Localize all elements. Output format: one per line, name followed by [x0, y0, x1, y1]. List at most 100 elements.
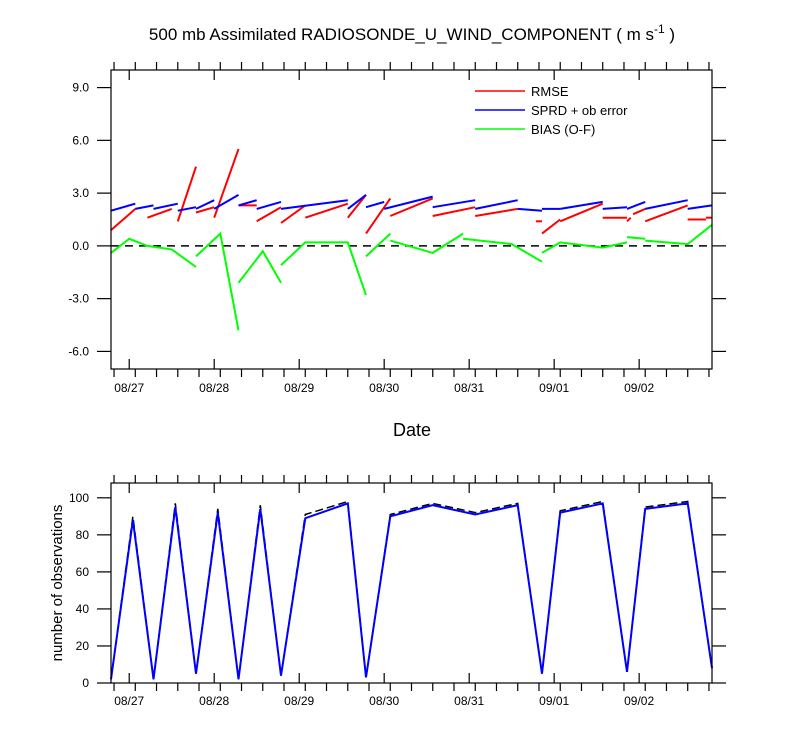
- series-line: [474, 199, 518, 210]
- c1-x-tick-label: 09/02: [624, 694, 654, 708]
- c0-x-tick-label: 08/29: [284, 381, 314, 395]
- bottom-chart: 08/27 08/28 08/29 08/30 08/31 09/01 09/02 0 20 40…: [49, 475, 726, 708]
- c1-y-tick-label: 100: [69, 491, 89, 505]
- chart-title: 500 mb Assimilated RADIOSONDE_U_WIND_COM…: [149, 22, 675, 44]
- legend-label: SPRD + ob error: [531, 103, 628, 118]
- series-line: [390, 232, 464, 254]
- series-line: [177, 206, 197, 212]
- series-line: [347, 194, 367, 219]
- series-line: [280, 241, 367, 296]
- c1-y-tick-label: 60: [76, 565, 90, 579]
- c1-x-tick-label: 08/28: [199, 694, 229, 708]
- series-line: [644, 199, 688, 210]
- top-chart: 08/27 08/28 08/29 08/30 08/31 09/01 09/02 9.0 6.…: [68, 62, 726, 440]
- series-line: [626, 200, 646, 210]
- series-line: [147, 207, 173, 219]
- legend: RMSE SPRD + ob error BIAS (O-F): [475, 84, 628, 137]
- chart-title-main: 500 mb Assimilated RADIOSONDE_U_WIND_COM…: [149, 25, 654, 44]
- series-line: [110, 237, 197, 268]
- series-line: [365, 200, 385, 209]
- series-line: [632, 207, 646, 216]
- c0-y-tick-label: -3.0: [68, 292, 89, 306]
- series-sprd-ob-error: [110, 194, 713, 212]
- series-line: [383, 195, 433, 210]
- c1-y-tick-label: 80: [76, 528, 90, 542]
- series-line: [517, 207, 543, 212]
- c0-y-tick-label: -6.0: [68, 344, 89, 358]
- series-line: [560, 200, 603, 210]
- c0-x-tick-label: 08/30: [369, 381, 399, 395]
- chart-title-superscript: -1: [654, 22, 665, 36]
- series-line: [110, 202, 136, 212]
- bottom-axis-ticks: 08/27 08/28 08/29 08/30 08/31 09/01 09/02 0 20 40…: [69, 475, 726, 708]
- series-line: [135, 204, 154, 210]
- c1-y-tick-label: 0: [82, 676, 89, 690]
- series-line: [237, 249, 282, 284]
- series-line: [256, 206, 282, 223]
- series-line: [195, 231, 240, 331]
- c0-x-tick-label: 08/28: [199, 381, 229, 395]
- series-bias-o-f: [110, 224, 713, 331]
- c1-x-tick-label: 09/01: [539, 694, 569, 708]
- series-line: [110, 500, 713, 680]
- series-line: [475, 207, 518, 217]
- legend-label: RMSE: [531, 84, 569, 99]
- c1-y-tick-label: 40: [76, 602, 90, 616]
- top-axis-ticks: 08/27 08/28 08/29 08/30 08/31 09/01 09/02 9.0 6.…: [68, 62, 726, 395]
- series-line: [153, 202, 179, 210]
- c1-x-tick-label: 08/31: [454, 694, 484, 708]
- series-line: [541, 241, 628, 254]
- series-line: [644, 204, 689, 223]
- series-line: [110, 208, 136, 231]
- series-rmse: [110, 148, 712, 235]
- series-line: [432, 206, 476, 217]
- bottom-plot-frame: [110, 482, 713, 684]
- c0-y-tick-label: 0.0: [72, 239, 89, 253]
- c0-x-tick-label: 09/01: [539, 381, 569, 395]
- c1-x-tick-label: 08/29: [284, 694, 314, 708]
- series-line: [256, 200, 282, 210]
- series-line: [602, 206, 628, 210]
- c0-x-tick-label: 08/31: [454, 381, 484, 395]
- series-line: [462, 237, 543, 263]
- c1-y-tick-label: 20: [76, 639, 90, 653]
- series-line: [304, 202, 349, 219]
- legend-item: RMSE: [475, 84, 569, 99]
- series-line: [195, 206, 215, 214]
- series-line: [347, 194, 367, 210]
- c1-x-tick-label: 08/30: [369, 694, 399, 708]
- series-line: [110, 502, 713, 680]
- chart-title-end: ): [665, 25, 675, 44]
- series-line: [280, 199, 348, 210]
- top-series-group: [110, 148, 713, 331]
- c1-x-tick-label: 08/27: [114, 694, 144, 708]
- series-line: [626, 216, 632, 223]
- series-line: [389, 197, 434, 217]
- series-line: [238, 199, 257, 207]
- series-line: [365, 197, 392, 235]
- c0-x-tick-label: 09/02: [624, 381, 654, 395]
- legend-label: BIAS (O-F): [531, 122, 595, 137]
- x-axis-label: Date: [393, 420, 431, 440]
- series-line: [365, 232, 391, 258]
- series-line: [541, 218, 561, 235]
- c0-y-tick-label: 3.0: [72, 186, 89, 200]
- series-line: [645, 224, 713, 246]
- series-assimilated-observations: [110, 502, 713, 680]
- y-axis-label-observations: number of observations: [49, 505, 66, 662]
- series-line: [559, 202, 604, 223]
- series-line: [213, 194, 239, 210]
- series-line: [195, 199, 215, 210]
- series-line: [280, 204, 306, 224]
- bottom-series-group: [110, 500, 713, 680]
- legend-item: BIAS (O-F): [475, 122, 595, 137]
- series-line: [176, 166, 197, 222]
- c0-y-tick-label: 9.0: [72, 81, 89, 95]
- c0-y-tick-label: 6.0: [72, 133, 89, 147]
- legend-item: SPRD + ob error: [475, 103, 628, 118]
- series-line: [432, 199, 476, 209]
- c0-x-tick-label: 08/27: [114, 381, 144, 395]
- series-line: [687, 204, 713, 210]
- series-line: [626, 236, 646, 240]
